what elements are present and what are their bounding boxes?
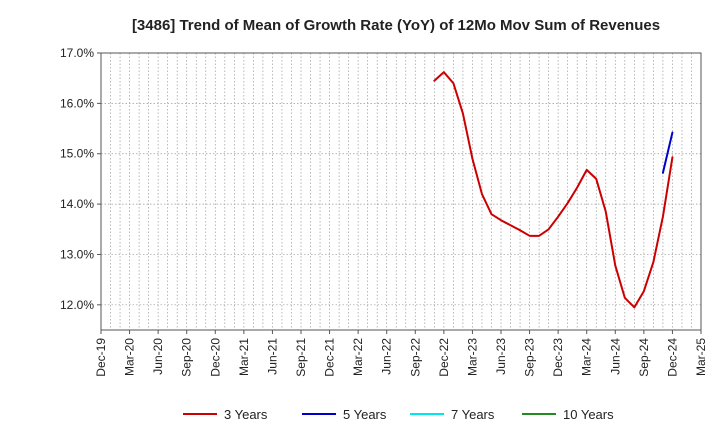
x-tick-label: Mar-24 [580,338,594,376]
x-tick-label: Mar-20 [123,338,137,376]
x-tick-label: Jun-24 [608,338,622,375]
grid-layer [101,53,701,330]
x-tick-label: Jun-21 [265,338,279,375]
y-tick-label: 14.0% [60,197,94,211]
y-tick-label: 15.0% [60,147,94,161]
series-layer [433,71,674,309]
x-axis-ticks: Dec-19 Mar-20 Jun-20 Sep-20 Dec-20 Mar-21 Jun-… [94,330,708,377]
y-tick-label: 13.0% [60,247,94,261]
plot-area-frame [100,52,702,331]
legend-label: 10 Years [563,407,614,422]
legend-label: 5 Years [343,407,387,422]
x-tick-label: Dec-19 [94,338,108,377]
x-tick-label: Sep-20 [180,338,194,377]
legend-label: 7 Years [451,407,495,422]
x-tick-label: Mar-25 [694,338,708,376]
y-tick-label: 12.0% [60,298,94,312]
legend: 3 Years 5 Years 7 Years 10 Years [183,407,614,422]
x-tick-label: Mar-21 [237,338,251,376]
y-tick-label: 16.0% [60,96,94,110]
series-line-5-years [661,131,674,174]
legend-label: 3 Years [224,407,268,422]
x-tick-label: Dec-22 [437,338,451,377]
x-tick-label: Dec-24 [665,338,679,377]
y-axis-ticks: 12.0% 13.0% 14.0% 15.0% 16.0% 17.0% [60,46,101,312]
x-tick-label: Sep-22 [408,338,422,377]
x-tick-label: Dec-21 [323,338,337,377]
x-tick-label: Dec-23 [551,338,565,377]
series-line-3-years [433,71,674,309]
chart-title: [3486] Trend of Mean of Growth Rate (YoY… [132,17,660,34]
y-tick-label: 17.0% [60,46,94,60]
x-tick-label: Dec-20 [208,338,222,377]
x-tick-label: Sep-24 [637,338,651,377]
x-tick-label: Mar-22 [351,338,365,376]
x-tick-label: Jun-23 [494,338,508,375]
x-tick-label: Mar-23 [465,338,479,376]
x-tick-label: Sep-23 [523,338,537,377]
x-tick-label: Jun-20 [151,338,165,375]
x-tick-label: Sep-21 [294,338,308,377]
x-tick-label: Jun-22 [380,338,394,375]
